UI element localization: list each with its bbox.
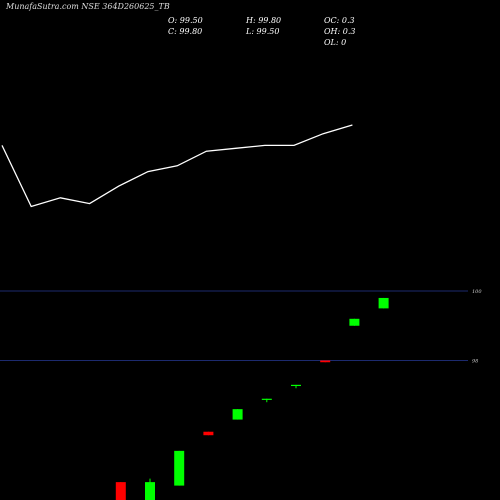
candle-body xyxy=(145,482,155,500)
price-tick-label: 100 xyxy=(472,289,482,295)
candle-body xyxy=(261,398,272,400)
candle-body xyxy=(232,409,243,420)
candlestick-series xyxy=(115,297,389,500)
ol-readout: OL: 0 xyxy=(324,38,347,47)
price-tick-label: 98 xyxy=(472,359,478,365)
candle-body xyxy=(320,360,331,363)
candle-body xyxy=(378,297,389,309)
candle-body xyxy=(115,482,126,500)
candle-body xyxy=(203,431,214,436)
chart-title: MunafaSutra.com NSE 364D260625_TB xyxy=(6,2,170,11)
price-grid: 100 98 xyxy=(0,289,482,365)
low-readout: L: 99.50 xyxy=(246,27,280,36)
close-line xyxy=(1,124,353,208)
candle-body xyxy=(174,450,185,486)
close-readout: C: 99.80 xyxy=(168,27,203,36)
close-line-series xyxy=(1,124,353,208)
high-readout: H: 99.80 xyxy=(246,16,282,25)
candle-body xyxy=(349,318,360,326)
oc-readout: OC: 0.3 xyxy=(324,16,355,25)
candle-body xyxy=(291,384,301,387)
oh-readout: OH: 0.3 xyxy=(324,27,356,36)
open-readout: O: 99.50 xyxy=(168,16,203,25)
